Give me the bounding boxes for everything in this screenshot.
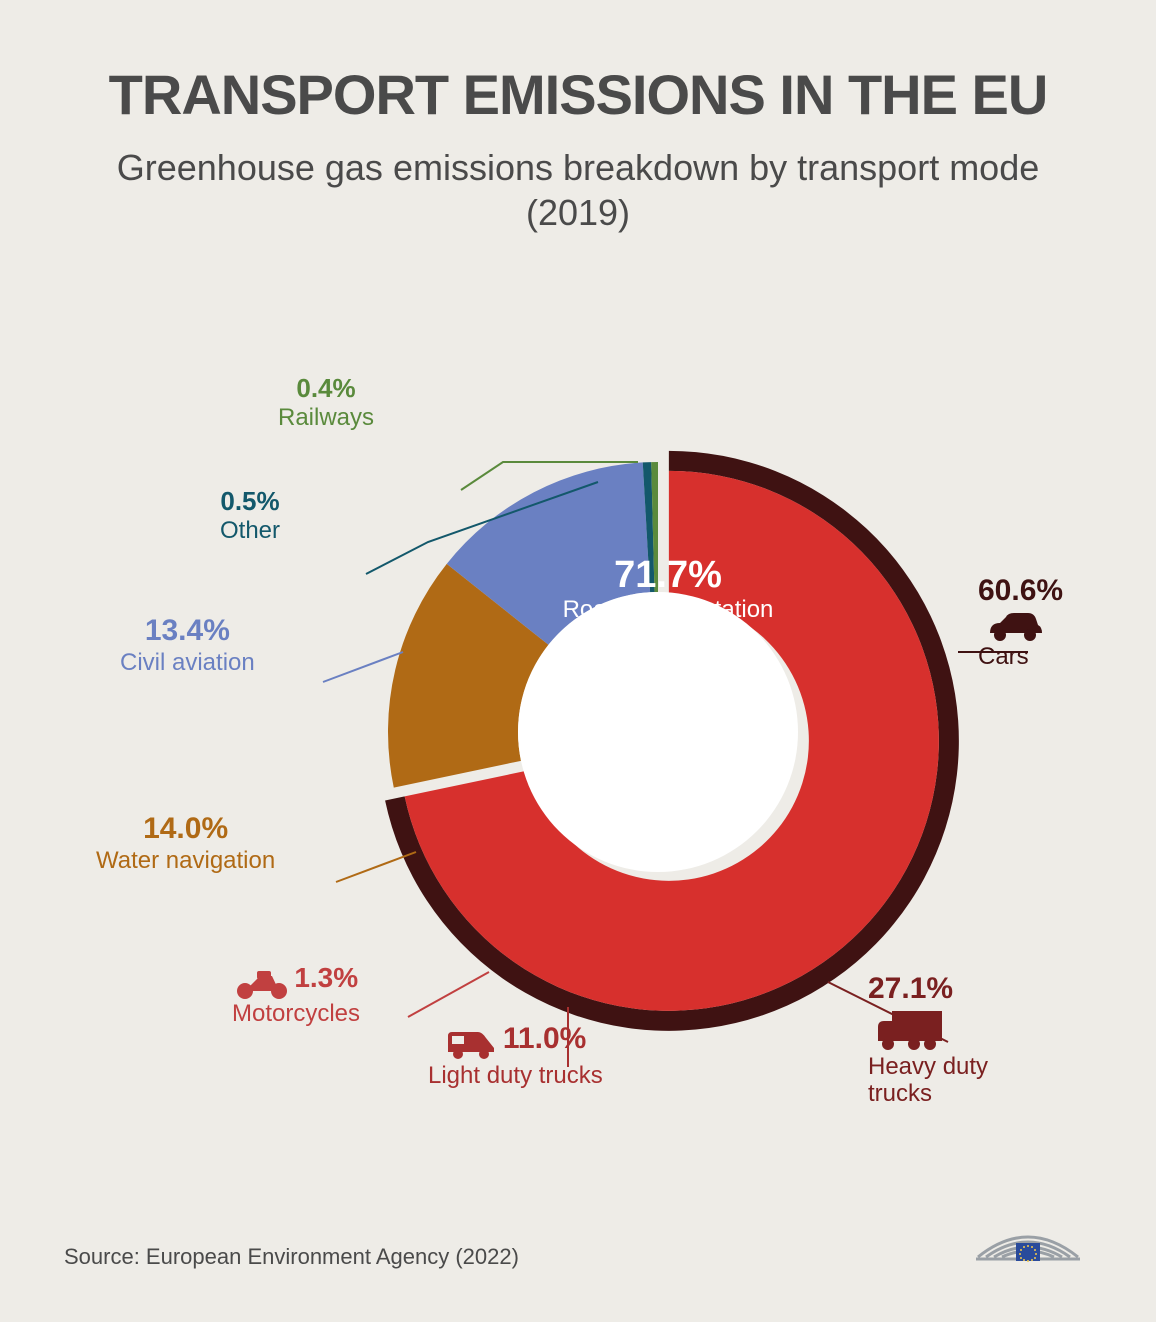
label-water-name: Water navigation <box>96 847 275 874</box>
donut-chart: 71.7%Road transportation 0.4% Railways 0… <box>128 382 1028 1102</box>
motorcycle-icon <box>234 966 290 1000</box>
label-motorcycle: 1.3% Motorcycles <box>232 962 360 1027</box>
label-light-pct: 11.0% <box>503 1022 586 1055</box>
label-railways-name: Railways <box>278 404 374 431</box>
page-subtitle: Greenhouse gas emissions breakdown by tr… <box>0 145 1156 235</box>
label-cars-name: Cars <box>978 643 1029 670</box>
label-heavy-pct: 27.1% <box>868 972 953 1005</box>
subtitle-line2: (2019) <box>526 192 630 233</box>
label-other-name: Other <box>220 517 280 544</box>
label-other-pct: 0.5% <box>220 486 279 516</box>
truck-icon <box>874 1007 946 1053</box>
eu-parliament-logo-icon <box>968 1209 1088 1284</box>
label-heavy-name: Heavy duty trucks <box>868 1053 988 1108</box>
leader-water <box>336 852 416 882</box>
label-railways: 0.4% Railways <box>278 374 374 431</box>
label-water-pct: 14.0% <box>143 812 228 845</box>
label-other: 0.5% Other <box>220 487 280 544</box>
label-motorcycle-pct: 1.3% <box>294 962 358 993</box>
label-cars-pct: 60.6% <box>978 574 1063 607</box>
label-light-trucks: 11.0% Light duty trucks <box>428 1022 603 1089</box>
leader-aviation <box>323 652 403 682</box>
page-title: TRANSPORT EMISSIONS IN THE EU <box>0 62 1156 127</box>
van-icon <box>444 1026 498 1062</box>
label-motorcycle-name: Motorcycles <box>232 1000 360 1027</box>
label-cars: 60.6% Cars <box>978 574 1063 670</box>
center-name: Road transportation <box>563 596 774 623</box>
label-heavy-trucks: 27.1% Heavy duty trucks <box>868 972 1028 1108</box>
label-railways-pct: 0.4% <box>296 373 355 403</box>
label-aviation: 13.4% Civil aviation <box>120 614 255 676</box>
label-light-name: Light duty trucks <box>428 1062 603 1089</box>
label-aviation-name: Civil aviation <box>120 649 255 676</box>
subtitle-line1: Greenhouse gas emissions breakdown by tr… <box>117 147 1040 188</box>
source-attribution: Source: European Environment Agency (202… <box>64 1244 519 1270</box>
center-pct: 71.7% <box>614 554 722 596</box>
car-icon <box>984 609 1046 643</box>
leader-motorcycle <box>408 972 489 1017</box>
label-water: 14.0% Water navigation <box>96 812 275 874</box>
label-aviation-pct: 13.4% <box>145 614 230 647</box>
